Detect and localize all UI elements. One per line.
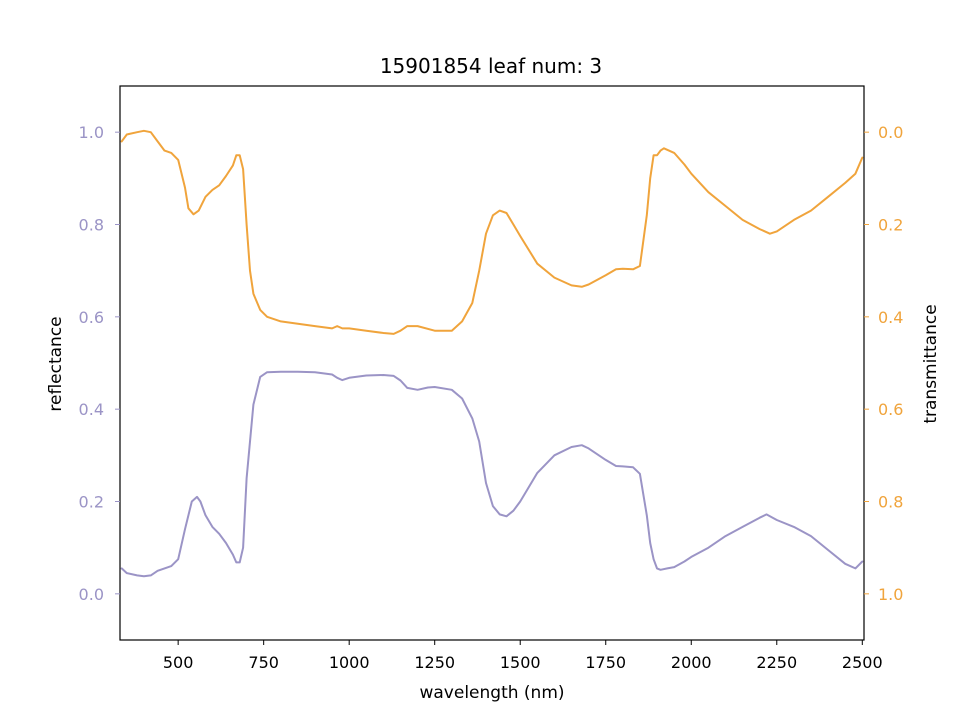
left-y-axis: 0.0 0.2 0.4 0.6 0.8 1.0 — [79, 123, 120, 604]
right-axis-label: transmittance — [921, 304, 941, 423]
x-tick-label: 1250 — [414, 653, 455, 672]
left-tick-label: 0.6 — [79, 308, 104, 327]
right-tick-label: 0.8 — [878, 493, 903, 512]
plot-frame — [119, 85, 865, 641]
x-tick-label: 750 — [248, 653, 279, 672]
x-tick-label: 2250 — [756, 653, 797, 672]
x-axis: 500 750 1000 1250 1500 1750 2000 2250 2500 — [163, 640, 883, 672]
x-tick-label: 2000 — [671, 653, 712, 672]
left-tick-label: 0.2 — [79, 493, 104, 512]
x-tick-label: 1750 — [585, 653, 626, 672]
plot-lines — [120, 129, 864, 578]
right-tick-label: 0.2 — [878, 216, 903, 235]
left-tick-label: 0.0 — [79, 585, 104, 604]
transmittance-series-line — [120, 129, 864, 335]
right-tick-label: 1.0 — [878, 585, 903, 604]
x-axis-label: wavelength (nm) — [419, 683, 564, 703]
right-tick-label: 0.4 — [878, 308, 903, 327]
left-tick-label: 1.0 — [79, 123, 104, 142]
left-tick-label: 0.8 — [79, 216, 104, 235]
left-axis-label: reflectance — [46, 316, 66, 411]
reflectance-series-line — [120, 370, 864, 578]
right-tick-label: 0.0 — [878, 123, 903, 142]
x-tick-label: 1000 — [329, 653, 370, 672]
x-tick-label: 500 — [163, 653, 194, 672]
chart-title: 15901854 leaf num: 3 — [380, 54, 602, 78]
x-tick-label: 2500 — [842, 653, 883, 672]
x-tick-label: 1500 — [500, 653, 541, 672]
left-tick-label: 0.4 — [79, 400, 104, 419]
right-tick-label: 0.6 — [878, 400, 903, 419]
right-y-axis: 0.0 0.2 0.4 0.6 0.8 1.0 — [864, 123, 903, 604]
